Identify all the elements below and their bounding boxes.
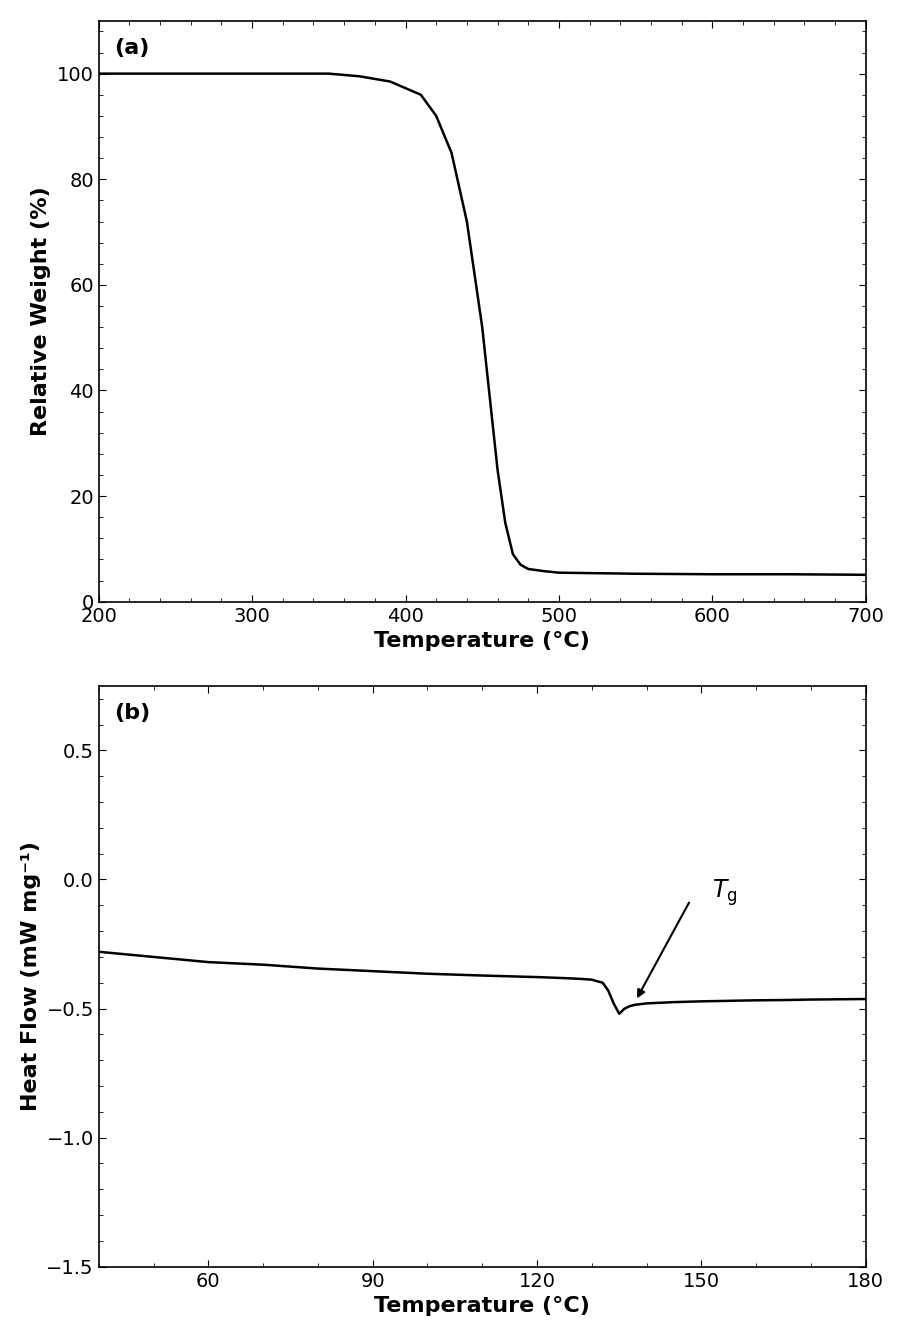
X-axis label: Temperature (°C): Temperature (°C) [375,1296,590,1316]
Y-axis label: Relative Weight (%): Relative Weight (%) [32,186,52,436]
Text: (a): (a) [114,39,149,59]
Y-axis label: Heat Flow (mW mg⁻¹): Heat Flow (mW mg⁻¹) [21,841,41,1111]
Text: $\mathit{T}$$_\mathsf{g}$: $\mathit{T}$$_\mathsf{g}$ [712,877,738,908]
Text: (b): (b) [114,703,150,723]
X-axis label: Temperature (°C): Temperature (°C) [375,631,590,651]
